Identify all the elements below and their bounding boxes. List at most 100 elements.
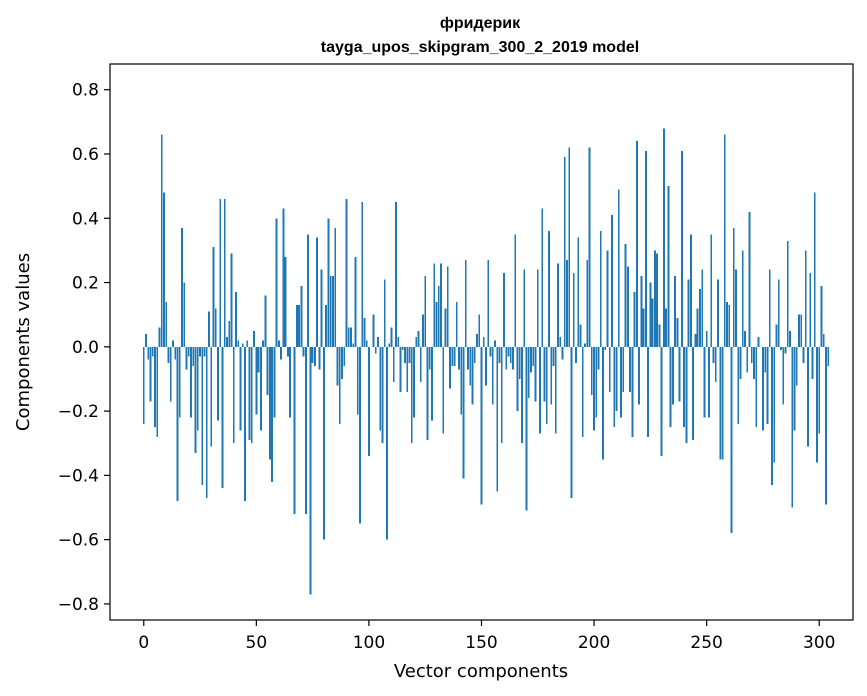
x-tick-label: 100	[353, 633, 385, 653]
bar-component-139	[455, 301, 458, 347]
bar-component-92	[350, 327, 352, 347]
bar-component-122	[417, 330, 420, 347]
bar-component-217	[631, 346, 634, 437]
bar-component-266	[741, 250, 744, 347]
bar-component-143	[464, 260, 467, 347]
bar-component-135	[446, 266, 449, 347]
bar-component-35	[221, 346, 224, 489]
bar-component-152	[485, 346, 487, 386]
bar-component-277	[766, 346, 769, 424]
bar-component-284	[782, 346, 785, 405]
bar-component-234	[669, 346, 672, 428]
bar-component-176	[539, 346, 541, 434]
bar-component-126	[426, 346, 429, 441]
bar-component-132	[440, 263, 442, 347]
bar-component-237	[676, 317, 679, 347]
y-tick-label: 0.4	[72, 209, 99, 229]
bar-component-18	[183, 282, 186, 347]
bar-component-138	[453, 346, 456, 367]
bar-component-109	[388, 343, 391, 347]
bar-component-153	[487, 260, 490, 347]
bar-component-214	[624, 243, 627, 347]
bar-component-228	[656, 253, 659, 347]
bar-component-253	[712, 346, 715, 363]
bar-component-91	[347, 327, 350, 347]
bar-component-229	[658, 324, 661, 347]
bar-component-26	[201, 346, 204, 486]
bar-component-236	[674, 276, 677, 347]
bar-component-8	[160, 134, 163, 347]
bar-component-113	[397, 337, 400, 347]
bar-component-200	[593, 346, 595, 431]
bar-component-189	[568, 147, 571, 347]
bar-component-161	[505, 346, 508, 370]
bar-component-160	[503, 272, 505, 347]
bar-component-141	[460, 346, 463, 415]
bar-component-54	[264, 295, 267, 347]
bar-component-44	[241, 343, 244, 347]
bar-component-252	[710, 234, 713, 347]
bar-component-72	[304, 346, 307, 514]
bar-component-282	[777, 279, 780, 347]
bar-component-67	[293, 346, 296, 514]
bar-component-247	[699, 288, 701, 347]
bar-component-56	[268, 346, 271, 460]
bar-component-179	[545, 346, 548, 424]
bar-component-50	[255, 346, 258, 415]
bar-component-4	[151, 346, 154, 357]
plot-frame	[109, 63, 854, 621]
bar-component-38	[228, 321, 231, 347]
bar-component-5	[154, 346, 156, 428]
bar-component-182	[552, 346, 555, 367]
y-tick-label: 0.6	[72, 145, 99, 165]
bar-component-259	[726, 301, 728, 347]
bar-component-293	[802, 346, 805, 363]
bar-component-51	[257, 346, 260, 373]
bar-component-177	[541, 208, 544, 347]
bar-component-268	[746, 346, 749, 373]
bar-component-264	[737, 346, 740, 424]
bar-component-88	[341, 346, 343, 379]
bar-component-208	[611, 215, 613, 347]
bar-component-239	[680, 150, 683, 347]
bar-component-163	[509, 346, 512, 363]
bar-component-232	[665, 308, 668, 347]
bar-component-140	[458, 346, 460, 370]
bar-component-7	[158, 327, 161, 347]
bar-component-117	[406, 346, 409, 392]
bar-component-256	[719, 346, 722, 460]
bar-component-244	[692, 346, 695, 441]
bar-component-106	[381, 346, 384, 444]
bar-component-129	[433, 263, 436, 347]
bar-component-172	[530, 346, 532, 373]
bar-component-1	[145, 333, 147, 347]
bar-component-52	[259, 346, 262, 431]
bar-component-30	[210, 346, 213, 447]
bar-component-85	[334, 227, 337, 347]
bar-component-118	[408, 346, 411, 363]
x-axis-ticks: 0 50 100 150 200 250 300	[138, 620, 835, 653]
bar-component-90	[345, 198, 348, 347]
x-tick-label: 0	[138, 633, 149, 653]
bar-component-173	[532, 346, 535, 367]
bar-component-165	[514, 234, 517, 347]
bar-component-271	[753, 346, 755, 379]
bar-component-240	[683, 346, 686, 428]
y-tick-label: 0.2	[72, 274, 99, 294]
y-tick-label: −0.6	[58, 531, 99, 551]
bar-component-15	[176, 346, 179, 502]
bar-component-104	[377, 337, 379, 347]
bar-component-254	[714, 346, 717, 383]
bar-component-27	[203, 346, 206, 357]
bar-component-185	[559, 337, 562, 347]
bar-component-291	[798, 314, 800, 347]
bar-component-74	[309, 346, 312, 595]
bar-component-270	[750, 346, 753, 363]
bar-component-81	[325, 305, 328, 347]
bar-component-215	[626, 266, 629, 347]
bar-component-280	[773, 346, 776, 463]
bar-component-164	[512, 346, 514, 370]
bar-component-287	[789, 330, 791, 347]
x-tick-label: 50	[246, 633, 268, 653]
bar-component-17	[181, 227, 183, 347]
